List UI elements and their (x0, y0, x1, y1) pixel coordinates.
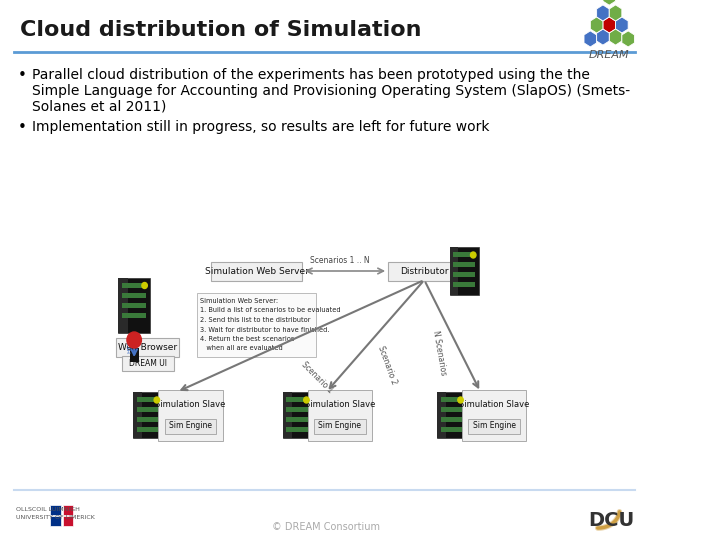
Text: Parallel cloud distribution of the experiments has been prototyped using the the: Parallel cloud distribution of the exper… (32, 68, 590, 82)
FancyBboxPatch shape (122, 313, 146, 318)
FancyBboxPatch shape (441, 397, 462, 402)
FancyBboxPatch shape (50, 505, 60, 515)
Polygon shape (603, 0, 616, 5)
FancyBboxPatch shape (441, 427, 462, 432)
Text: Scenarios 1 .. N: Scenarios 1 .. N (310, 256, 370, 265)
Text: 1. Build a list of scenarios to be evaluated: 1. Build a list of scenarios to be evalu… (200, 307, 341, 314)
Text: 3. Wait for distributor to have finished.: 3. Wait for distributor to have finished… (200, 327, 330, 333)
Text: DCU: DCU (588, 511, 634, 530)
FancyBboxPatch shape (122, 302, 146, 307)
Text: Sim Engine: Sim Engine (472, 422, 516, 430)
Text: Simple Language for Accounting and Provisioning Operating System (SlapOS) (Smets: Simple Language for Accounting and Provi… (32, 84, 630, 98)
FancyBboxPatch shape (462, 389, 526, 441)
FancyBboxPatch shape (118, 278, 128, 333)
FancyBboxPatch shape (211, 261, 302, 280)
Text: Solanes et al 2011): Solanes et al 2011) (32, 100, 166, 114)
FancyBboxPatch shape (122, 293, 146, 298)
Polygon shape (584, 31, 597, 47)
FancyBboxPatch shape (287, 407, 308, 412)
Polygon shape (597, 5, 609, 21)
Text: DREAM UI: DREAM UI (129, 359, 167, 368)
Text: when all are evaluated: when all are evaluated (200, 346, 283, 352)
Text: Implementation still in progress, so results are left for future work: Implementation still in progress, so res… (32, 120, 489, 134)
Text: •: • (18, 68, 27, 83)
Text: DREAM: DREAM (589, 50, 629, 60)
Text: Sim Engine: Sim Engine (169, 422, 212, 430)
Text: •: • (18, 120, 27, 135)
Text: Simulation Web Server:: Simulation Web Server: (200, 298, 279, 304)
FancyBboxPatch shape (133, 392, 162, 438)
FancyBboxPatch shape (454, 252, 475, 257)
FancyBboxPatch shape (283, 392, 312, 438)
Text: Sim Engine: Sim Engine (318, 422, 361, 430)
FancyBboxPatch shape (307, 389, 372, 441)
FancyBboxPatch shape (437, 392, 466, 438)
FancyBboxPatch shape (63, 516, 73, 526)
Polygon shape (622, 31, 634, 47)
Text: © DREAM Consortium: © DREAM Consortium (272, 522, 380, 532)
FancyBboxPatch shape (387, 261, 461, 280)
Text: 4. Return the best scenarios: 4. Return the best scenarios (200, 336, 294, 342)
Text: Web Browser: Web Browser (118, 342, 177, 352)
FancyBboxPatch shape (287, 417, 308, 422)
FancyBboxPatch shape (197, 293, 316, 357)
Circle shape (304, 397, 309, 403)
Text: Distributor: Distributor (400, 267, 449, 275)
FancyBboxPatch shape (283, 392, 292, 438)
Polygon shape (590, 17, 603, 33)
FancyBboxPatch shape (133, 392, 142, 438)
FancyBboxPatch shape (468, 418, 520, 434)
FancyBboxPatch shape (158, 389, 222, 441)
Text: 2. Send this list to the distributor: 2. Send this list to the distributor (200, 317, 311, 323)
Text: Scenario 1: Scenario 1 (300, 360, 334, 395)
FancyBboxPatch shape (287, 397, 308, 402)
FancyBboxPatch shape (137, 417, 158, 422)
Text: Simulation Web Server: Simulation Web Server (204, 267, 308, 275)
FancyBboxPatch shape (287, 427, 308, 432)
Circle shape (154, 397, 160, 403)
FancyBboxPatch shape (437, 392, 446, 438)
Circle shape (458, 397, 463, 403)
FancyBboxPatch shape (130, 348, 139, 362)
FancyBboxPatch shape (450, 247, 479, 295)
Text: Cloud distribution of Simulation: Cloud distribution of Simulation (20, 20, 421, 40)
FancyBboxPatch shape (50, 516, 60, 526)
FancyBboxPatch shape (137, 397, 158, 402)
FancyBboxPatch shape (117, 338, 179, 356)
Text: N Scenarios: N Scenarios (431, 330, 447, 376)
Text: OLLSCOIL LUIMNIGH: OLLSCOIL LUIMNIGH (17, 507, 80, 512)
Text: Simulation Slave: Simulation Slave (305, 400, 375, 409)
Polygon shape (616, 17, 628, 33)
Circle shape (127, 332, 141, 348)
Text: Scenario 2: Scenario 2 (377, 345, 398, 386)
FancyBboxPatch shape (122, 355, 174, 370)
FancyBboxPatch shape (454, 272, 475, 277)
Text: Simulation Slave: Simulation Slave (459, 400, 529, 409)
FancyBboxPatch shape (441, 407, 462, 412)
FancyBboxPatch shape (454, 262, 475, 267)
FancyBboxPatch shape (165, 418, 216, 434)
Polygon shape (603, 17, 616, 33)
Polygon shape (609, 29, 622, 45)
Circle shape (142, 282, 148, 288)
FancyBboxPatch shape (314, 418, 366, 434)
FancyBboxPatch shape (137, 427, 158, 432)
Polygon shape (609, 5, 622, 21)
Text: UNIVERSITY OF LIMERICK: UNIVERSITY OF LIMERICK (17, 515, 95, 520)
Polygon shape (597, 29, 609, 45)
FancyBboxPatch shape (118, 278, 150, 333)
FancyBboxPatch shape (450, 247, 459, 295)
FancyBboxPatch shape (63, 505, 73, 515)
FancyBboxPatch shape (454, 282, 475, 287)
FancyBboxPatch shape (137, 407, 158, 412)
FancyBboxPatch shape (441, 417, 462, 422)
Text: Simulation Slave: Simulation Slave (156, 400, 225, 409)
Text: HTTP: HTTP (127, 337, 132, 353)
FancyBboxPatch shape (122, 282, 146, 287)
Circle shape (471, 252, 476, 258)
